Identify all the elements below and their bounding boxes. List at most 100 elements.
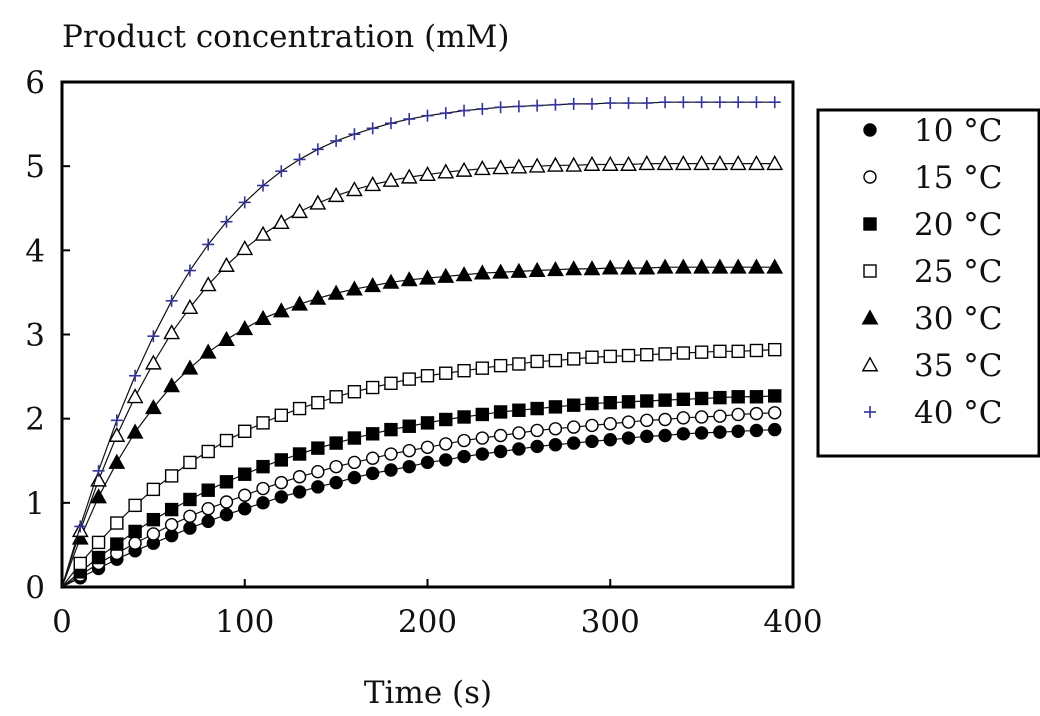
- data-point: [455, 266, 473, 282]
- legend-marker: [863, 217, 877, 231]
- data-point: [126, 388, 144, 404]
- data-point: [437, 163, 455, 179]
- data-point: [201, 514, 215, 529]
- data-point: [146, 527, 161, 541]
- data-point: [694, 345, 709, 359]
- legend-label: 25 °C: [914, 254, 1003, 290]
- data-point: [144, 399, 162, 415]
- data-point: [329, 475, 343, 490]
- data-point: [768, 342, 782, 357]
- data-point: [567, 352, 581, 366]
- legend-label: 20 °C: [914, 207, 1003, 243]
- data-point: [126, 423, 144, 439]
- data-point: [512, 442, 526, 456]
- data-point: [492, 263, 509, 279]
- data-point: [364, 277, 382, 293]
- data-point: [274, 453, 288, 467]
- data-point: [164, 502, 179, 517]
- data-point: [640, 97, 653, 110]
- data-point: [238, 488, 252, 502]
- data-point: [674, 258, 692, 274]
- data-point: [128, 524, 142, 539]
- data-point: [311, 480, 325, 494]
- data-point: [92, 464, 105, 477]
- data-point: [658, 428, 672, 443]
- data-point: [254, 225, 272, 241]
- data-point: [74, 520, 87, 533]
- data-point: [565, 260, 583, 276]
- data-point: [583, 155, 601, 171]
- data-point: [439, 366, 453, 380]
- data-point: [492, 159, 509, 175]
- data-point: [766, 258, 784, 274]
- legend: 10 °C 15 °C 20 °C 25 °C 30 °C 35 °C 40 °C: [816, 108, 1040, 458]
- data-point: [146, 482, 161, 497]
- data-point: [731, 344, 745, 359]
- data-point: [402, 459, 416, 474]
- data-point: [347, 385, 362, 399]
- data-point: [750, 96, 763, 109]
- y-tick-label: 6: [25, 65, 45, 101]
- data-point: [181, 298, 199, 315]
- data-point: [622, 97, 635, 110]
- data-point: [309, 289, 327, 305]
- data-point: [163, 324, 181, 340]
- data-point: [713, 409, 727, 423]
- data-point: [530, 401, 544, 416]
- legend-marker: [863, 264, 877, 278]
- data-point: [749, 390, 764, 404]
- data-point: [219, 475, 234, 489]
- data-point: [236, 319, 254, 336]
- data-point: [329, 459, 343, 474]
- data-point: [400, 271, 418, 287]
- legend-marker: [863, 170, 877, 184]
- data-point: [640, 348, 654, 362]
- data-point: [567, 436, 581, 450]
- data-point: [585, 418, 599, 433]
- data-point: [165, 294, 178, 307]
- data-point: [419, 269, 436, 285]
- data-point: [219, 507, 234, 522]
- data-point: [658, 412, 672, 427]
- legend-box: [816, 108, 1040, 458]
- legend-label: 15 °C: [914, 160, 1003, 196]
- data-point: [183, 492, 197, 507]
- data-point: [694, 410, 709, 424]
- data-point: [311, 143, 324, 156]
- x-tick-label: 400: [763, 604, 822, 640]
- data-point: [164, 528, 179, 543]
- data-point: [330, 134, 343, 147]
- data-point: [274, 490, 288, 504]
- fit-line: [61, 395, 775, 588]
- legend-marker: [861, 356, 879, 372]
- data-point: [292, 485, 307, 499]
- data-point: [640, 413, 654, 428]
- data-point: [713, 344, 727, 359]
- data-point: [311, 395, 325, 410]
- data-point: [512, 357, 526, 371]
- data-point: [748, 155, 765, 171]
- data-point: [402, 443, 416, 458]
- data-point: [749, 423, 764, 438]
- data-point: [144, 354, 162, 370]
- data-point: [420, 455, 435, 470]
- data-point: [475, 431, 490, 445]
- data-point: [473, 160, 491, 176]
- data-point: [729, 258, 747, 274]
- data-point: [73, 556, 87, 571]
- data-point: [493, 358, 508, 373]
- data-point: [475, 407, 490, 422]
- data-point: [128, 536, 142, 550]
- data-point: [439, 412, 453, 427]
- data-point: [694, 391, 709, 406]
- data-point: [256, 496, 270, 510]
- data-point: [656, 258, 674, 274]
- x-tick-label: 100: [215, 604, 274, 640]
- data-point: [603, 417, 617, 431]
- data-point: [236, 240, 254, 256]
- data-point: [510, 262, 528, 278]
- data-point: [748, 258, 765, 274]
- data-point: [128, 498, 142, 513]
- data-point: [256, 416, 270, 430]
